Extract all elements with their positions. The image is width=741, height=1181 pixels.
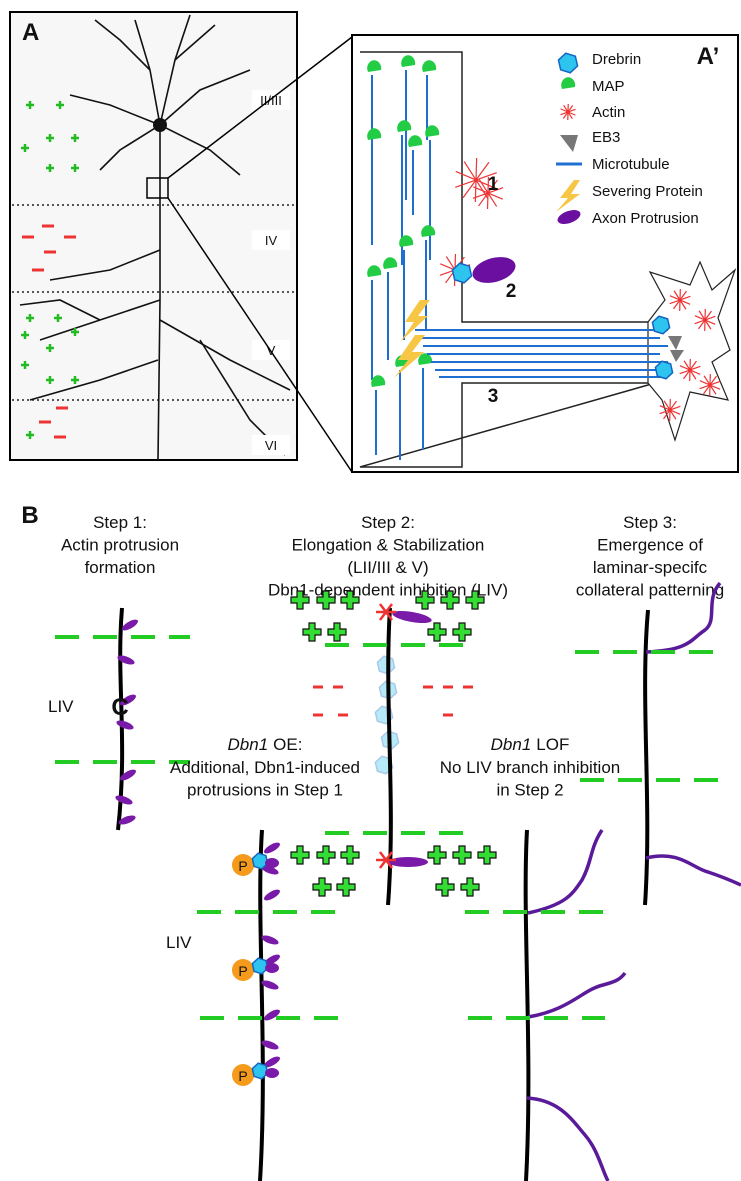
plus-sign — [303, 623, 321, 641]
protrusion — [265, 963, 279, 973]
drebrin — [252, 1063, 267, 1079]
protrusion — [265, 858, 279, 868]
condition-caption: in Step 2 — [496, 781, 563, 800]
collateral — [528, 830, 602, 913]
layer-label: LIV — [166, 933, 192, 952]
step-caption: Emergence of — [597, 536, 703, 555]
protrusion — [265, 1068, 279, 1078]
phospho-label: P — [238, 1068, 247, 1084]
collateral — [646, 856, 741, 885]
legend-label: Axon Protrusion — [592, 210, 699, 227]
panel-label: B — [21, 502, 38, 529]
page: II/IIIIVVVIAA’DrebrinMAPActinEB3Microtub… — [0, 0, 741, 1181]
step-caption: Elongation & Stabilization — [292, 536, 485, 555]
step-caption: collateral patterning — [576, 581, 724, 600]
plus-sign — [428, 846, 446, 864]
plus-sign — [453, 623, 471, 641]
collateral — [527, 1098, 608, 1181]
legend-label: Microtubule — [592, 156, 670, 173]
panel-label: A — [22, 19, 39, 46]
condition-gene: Dbn1 — [228, 735, 269, 754]
legend-label: Drebrin — [592, 51, 641, 68]
condition-caption: protrusions in Step 1 — [187, 781, 343, 800]
drebrin — [252, 853, 267, 869]
plus-sign — [328, 623, 346, 641]
axon — [526, 830, 529, 1181]
condition-gene: Dbn1 — [491, 735, 532, 754]
plus-sign — [337, 878, 355, 896]
layer-label: VI — [265, 438, 277, 453]
step-caption: Step 3: — [623, 513, 677, 532]
phospho-label: P — [238, 858, 247, 874]
plus-sign — [291, 846, 309, 864]
protrusion — [114, 794, 133, 807]
condition-caption: Additional, Dbn1-induced — [170, 758, 360, 777]
condition-gene: Dbn1LOF — [491, 735, 570, 754]
step-caption: Step 1: — [93, 513, 147, 532]
legend-label: MAP — [592, 78, 625, 95]
protrusion — [388, 857, 428, 867]
panel-label: C — [111, 694, 128, 721]
plus-sign — [436, 878, 454, 896]
site-number: 1 — [488, 174, 499, 195]
protrusion — [262, 840, 281, 855]
collateral — [528, 973, 625, 1017]
layer-label: IV — [265, 233, 278, 248]
axon — [645, 610, 648, 905]
plus-sign — [428, 623, 446, 641]
plus-sign — [317, 846, 335, 864]
drebrin — [252, 958, 267, 974]
step-caption: laminar-specifc — [593, 558, 708, 577]
legend-label: Severing Protein — [592, 183, 703, 200]
figure: II/IIIIVVVIAA’DrebrinMAPActinEB3Microtub… — [0, 0, 741, 1181]
inhibition-star — [376, 852, 396, 868]
step-caption: (LII/III & V) — [347, 558, 428, 577]
step-caption: Step 2: — [361, 513, 415, 532]
phospho-label: P — [238, 963, 247, 979]
plus-sign — [453, 846, 471, 864]
condition-caption: No LIV branch inhibition — [440, 758, 621, 777]
condition-heading: OE: — [273, 735, 302, 754]
protrusion — [262, 1007, 281, 1022]
plus-sign — [341, 846, 359, 864]
step-caption: formation — [85, 558, 156, 577]
plus-sign — [313, 878, 331, 896]
protrusion — [260, 934, 279, 947]
protrusion — [120, 617, 139, 632]
plus-sign — [461, 878, 479, 896]
site-number: 3 — [488, 386, 499, 407]
condition-heading: LOF — [536, 735, 569, 754]
inhibition-star — [376, 604, 396, 620]
site-number: 2 — [506, 281, 517, 302]
plus-sign — [478, 846, 496, 864]
soma — [153, 118, 167, 132]
protrusion — [391, 609, 432, 626]
protrusion — [262, 887, 281, 902]
legend-label: EB3 — [592, 129, 620, 146]
legend-label: Actin — [592, 104, 625, 121]
layer-label: LIV — [48, 697, 74, 716]
axon — [260, 830, 263, 1181]
drebrin — [377, 656, 394, 674]
step-caption: Actin protrusion — [61, 536, 179, 555]
panel-label: A’ — [697, 43, 720, 70]
